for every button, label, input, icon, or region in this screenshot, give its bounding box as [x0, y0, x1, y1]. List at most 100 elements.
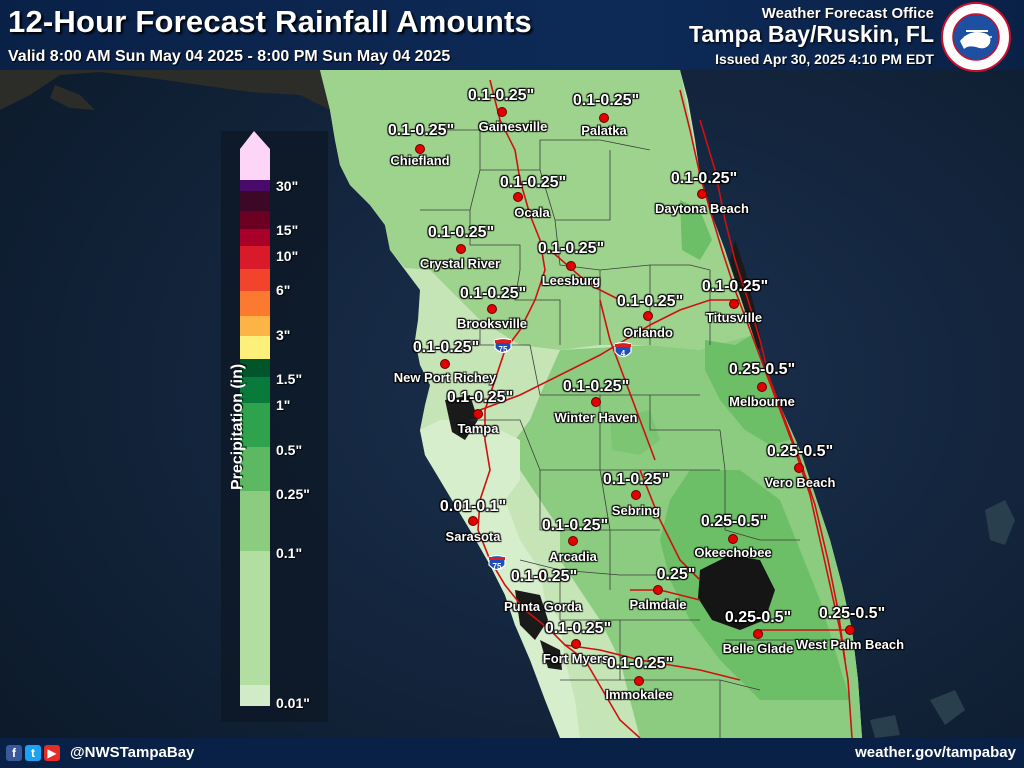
- rainfall-amount-label: 0.1-0.25": [499, 174, 567, 191]
- legend-color-swatch: [240, 491, 270, 551]
- city-label: Sarasota: [445, 529, 501, 544]
- city-label: Crystal River: [419, 256, 501, 271]
- website-link[interactable]: weather.gov/tampabay: [855, 744, 1016, 761]
- city-marker-dot: [440, 359, 450, 369]
- rainfall-amount-label: 0.1-0.25": [537, 240, 605, 257]
- legend-color-swatch: [240, 211, 270, 229]
- rainfall-amount-label: 0.1-0.25": [510, 568, 578, 585]
- city-marker-dot: [729, 299, 739, 309]
- city-marker-dot: [468, 516, 478, 526]
- city-label: Winter Haven: [554, 410, 638, 425]
- legend-color-swatch: [240, 149, 270, 180]
- legend-tick-label: 0.25": [276, 486, 310, 502]
- legend-color-swatch: [240, 180, 270, 191]
- city-label: New Port Richey: [393, 370, 497, 385]
- svg-text:4: 4: [621, 349, 626, 358]
- legend-color-swatch: [240, 377, 270, 403]
- city-marker-dot: [794, 463, 804, 473]
- legend-color-swatch: [240, 316, 270, 336]
- youtube-icon[interactable]: ▶: [44, 745, 60, 761]
- city-marker-dot: [757, 382, 767, 392]
- rainfall-amount-label: 0.25-0.5": [766, 443, 834, 460]
- office-name: Tampa Bay/Ruskin, FL: [689, 21, 934, 47]
- legend-tick-label: 3": [276, 327, 291, 343]
- legend-color-swatch: [240, 269, 270, 291]
- legend-colorbar: [240, 131, 270, 706]
- facebook-icon[interactable]: f: [6, 745, 22, 761]
- nws-logo-icon: [941, 2, 1011, 72]
- twitter-icon[interactable]: t: [25, 745, 41, 761]
- rainfall-amount-label: 0.1-0.25": [602, 471, 670, 488]
- city-label: Belle Glade: [722, 641, 794, 656]
- rainfall-amount-label: 0.1-0.25": [427, 224, 495, 241]
- legend-arrow-top: [240, 131, 270, 149]
- rainfall-amount-label: 0.1-0.25": [467, 87, 535, 104]
- city-label: Ocala: [514, 205, 550, 220]
- city-marker-dot: [513, 192, 523, 202]
- city-marker-dot: [487, 304, 497, 314]
- city-label: Punta Gorda: [503, 599, 583, 614]
- rainfall-amount-label: 0.1-0.25": [701, 278, 769, 295]
- rainfall-amount-label: 0.1-0.25": [616, 293, 684, 310]
- rainfall-amount-label: 0.1-0.25": [446, 389, 514, 406]
- lake-okeechobee: [698, 555, 775, 630]
- legend-color-swatch: [240, 336, 270, 359]
- legend-tick-label: 1.5": [276, 371, 303, 387]
- legend-tick-label: 30": [276, 178, 299, 194]
- rainfall-amount-label: 0.25": [656, 566, 696, 583]
- rainfall-amount-label: 0.1-0.25": [387, 122, 455, 139]
- valid-period: Valid 8:00 AM Sun May 04 2025 - 8:00 PM …: [8, 48, 451, 65]
- city-label: Palmdale: [629, 597, 687, 612]
- city-marker-dot: [538, 570, 548, 580]
- legend-tick-label: 15": [276, 222, 299, 238]
- city-marker-dot: [728, 534, 738, 544]
- city-marker-dot: [631, 490, 641, 500]
- city-label: Leesburg: [541, 273, 601, 288]
- legend-color-swatch: [240, 246, 270, 269]
- city-label: Fort Myers: [542, 651, 610, 666]
- city-marker-dot: [753, 629, 763, 639]
- rainfall-amount-label: 0.25-0.5": [700, 513, 768, 530]
- legend-tick-label: 10": [276, 248, 299, 264]
- svg-text:75: 75: [499, 345, 508, 354]
- legend-tick-label: 0.5": [276, 442, 303, 458]
- interstate-4-shield: 4: [614, 341, 632, 358]
- city-label: Chiefland: [390, 153, 450, 168]
- legend-tick-label: 6": [276, 282, 291, 298]
- header-banner: [0, 0, 1024, 70]
- city-marker-dot: [599, 113, 609, 123]
- social-icons: f t ▶: [6, 745, 60, 761]
- city-marker-dot: [653, 585, 663, 595]
- legend-color-swatch: [240, 447, 270, 491]
- rainfall-amount-label: 0.1-0.25": [606, 655, 674, 672]
- city-marker-dot: [591, 397, 601, 407]
- city-marker-dot: [497, 107, 507, 117]
- city-marker-dot: [415, 144, 425, 154]
- city-marker-dot: [634, 676, 644, 686]
- city-label: Palatka: [581, 123, 627, 138]
- highways: [477, 79, 853, 739]
- city-label: Okeechobee: [694, 545, 772, 560]
- city-marker-dot: [571, 639, 581, 649]
- office-label: Weather Forecast Office: [761, 5, 934, 22]
- rainfall-amount-label: 0.1-0.25": [544, 620, 612, 637]
- city-label: Tampa: [457, 421, 499, 436]
- precip-legend: [221, 131, 328, 722]
- city-marker-dot: [568, 536, 578, 546]
- city-label: Titusville: [705, 310, 763, 325]
- interstate-75-shield-south: 75: [488, 554, 506, 571]
- panhandle-land: [0, 70, 330, 110]
- rainfall-amount-label: 0.1-0.25": [562, 378, 630, 395]
- social-handle[interactable]: @NWSTampaBay: [70, 744, 195, 761]
- legend-title: Precipitation (in): [229, 363, 246, 490]
- legend-tick-label: 0.01": [276, 695, 310, 711]
- city-label: Melbourne: [729, 394, 795, 409]
- interstate-75-shield-north: 75: [494, 337, 512, 354]
- legend-tick-label: 0.1": [276, 545, 303, 561]
- svg-text:75: 75: [493, 562, 502, 571]
- city-label: Sebring: [611, 503, 661, 518]
- map-title: 12-Hour Forecast Rainfall Amounts: [8, 4, 532, 39]
- city-marker-dot: [566, 261, 576, 271]
- city-label: West Palm Beach: [795, 637, 905, 652]
